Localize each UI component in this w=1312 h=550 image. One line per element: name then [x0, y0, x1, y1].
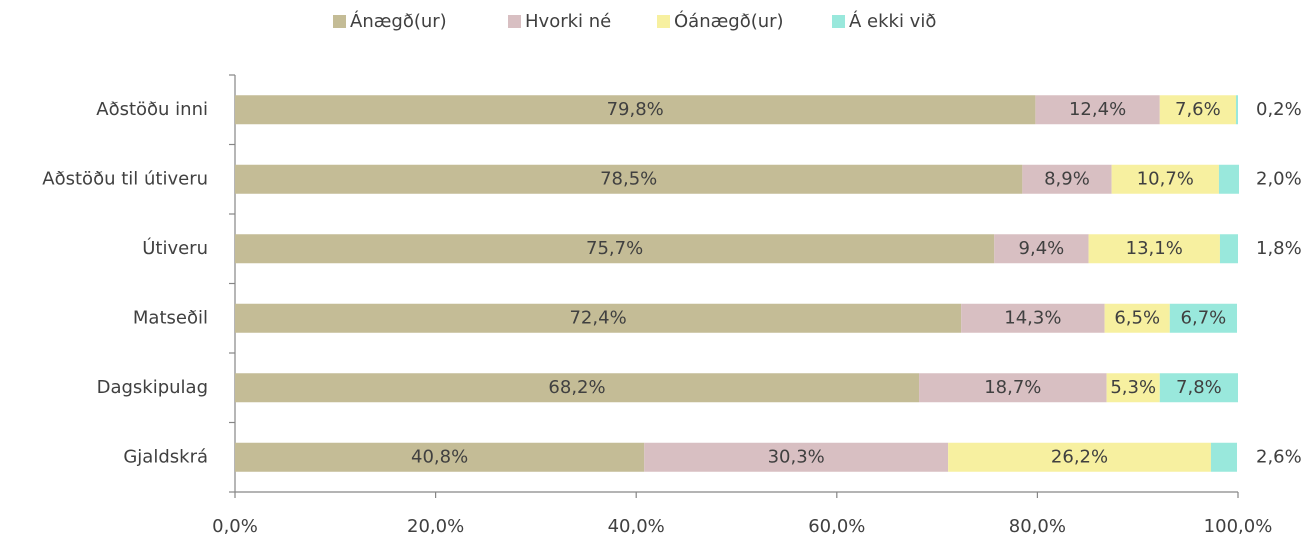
bar-segment: [1088, 234, 1220, 264]
data-label: 12,4%: [1069, 99, 1126, 120]
bar-segment: [235, 303, 962, 333]
data-label: 68,2%: [548, 377, 605, 398]
data-label: 79,8%: [607, 99, 664, 120]
data-label: 13,1%: [1126, 238, 1183, 259]
legend-label: Óánægð(ur): [674, 10, 784, 32]
bar-segment: [1219, 234, 1238, 264]
data-label: 6,7%: [1181, 307, 1227, 328]
y-tick-label: Matseðil: [133, 307, 208, 328]
bar-segment: [1235, 95, 1238, 125]
y-tick-label: Aðstöðu inni: [96, 99, 208, 120]
x-tick-label: 60,0%: [808, 516, 865, 537]
data-label: 7,6%: [1175, 99, 1221, 120]
data-label: 26,2%: [1051, 446, 1108, 467]
x-tick-label: 40,0%: [608, 516, 665, 537]
data-label: 7,8%: [1176, 377, 1222, 398]
legend-swatch: [832, 15, 845, 28]
bar-segment: [919, 373, 1107, 403]
legend-swatch: [333, 15, 346, 28]
bar-segment: [235, 234, 995, 264]
bar-segment: [1159, 373, 1238, 403]
bar-segment: [1111, 164, 1219, 194]
data-label: 0,2%: [1256, 99, 1302, 120]
bar-segment: [235, 95, 1036, 125]
data-label: 18,7%: [984, 377, 1041, 398]
bar-segment: [961, 303, 1105, 333]
data-label: 8,9%: [1044, 168, 1090, 189]
bar-segment: [1169, 303, 1237, 333]
data-label: 72,4%: [569, 307, 626, 328]
data-label: 5,3%: [1110, 377, 1156, 398]
bar-segment: [1210, 442, 1237, 472]
bar-segment: [1106, 373, 1160, 403]
x-tick-label: 20,0%: [407, 516, 464, 537]
bar-segment: [1035, 95, 1160, 125]
legend-label: Á ekki við: [849, 10, 936, 32]
bar-segment: [235, 373, 920, 403]
data-label: 2,0%: [1256, 168, 1302, 189]
x-tick-label: 0,0%: [212, 516, 258, 537]
data-label: 6,5%: [1114, 307, 1160, 328]
legend-label: Hvorki né: [525, 11, 611, 32]
data-label: 10,7%: [1137, 168, 1194, 189]
bar-segment: [644, 442, 949, 472]
y-tick-label: Aðstöðu til útiveru: [42, 168, 208, 189]
data-label: 14,3%: [1004, 307, 1061, 328]
bar-segment: [948, 442, 1211, 472]
x-tick-label: 100,0%: [1204, 516, 1273, 537]
bar-segment: [1022, 164, 1112, 194]
bar-segment: [1218, 164, 1240, 194]
data-label: 30,3%: [768, 446, 825, 467]
bar-segment: [1104, 303, 1170, 333]
bar-segment: [1159, 95, 1236, 125]
legend-label: Ánægð(ur): [350, 10, 447, 32]
legend-swatch: [657, 15, 670, 28]
data-label: 9,4%: [1019, 238, 1065, 259]
data-label: 75,7%: [586, 238, 643, 259]
bar-segment: [235, 164, 1023, 194]
y-tick-label: Útiveru: [142, 237, 208, 259]
y-tick-label: Dagskipulag: [97, 377, 208, 398]
data-label: 78,5%: [600, 168, 657, 189]
x-tick-label: 80,0%: [1009, 516, 1066, 537]
data-label: 2,6%: [1256, 446, 1302, 467]
data-label: 40,8%: [411, 446, 468, 467]
y-tick-label: Gjaldskrá: [123, 446, 208, 467]
legend-swatch: [508, 15, 521, 28]
data-label: 1,8%: [1256, 238, 1302, 259]
bar-segment: [994, 234, 1089, 264]
bar-segment: [235, 442, 645, 472]
